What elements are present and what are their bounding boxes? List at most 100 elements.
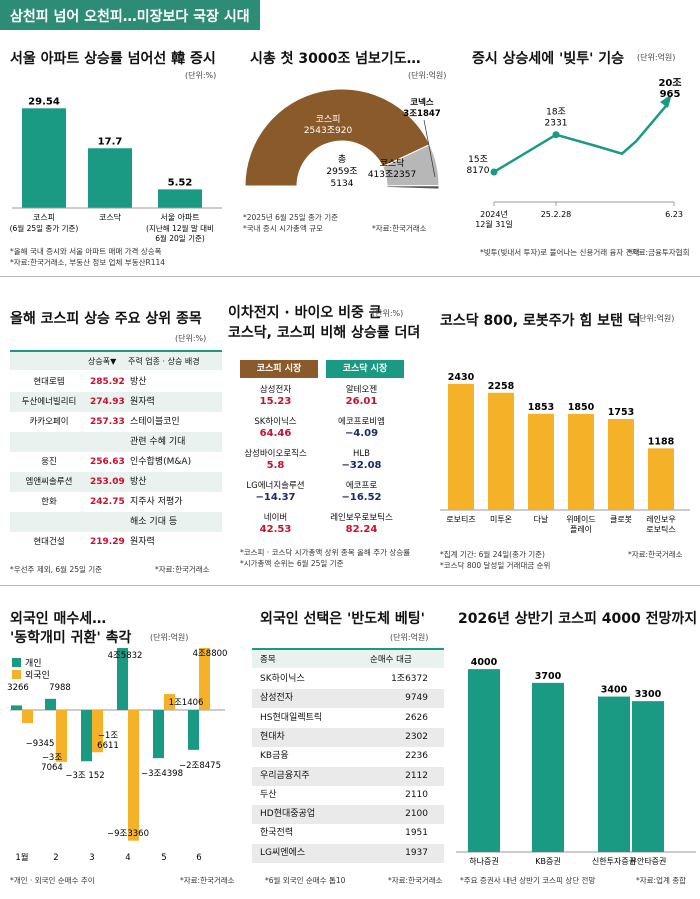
p6-bar bbox=[568, 413, 594, 510]
p4-stock-sector: 원자력 bbox=[130, 537, 155, 547]
p3-x-label: 12월 31일 bbox=[475, 219, 513, 229]
p4-stock-rise: 285.92 bbox=[90, 377, 125, 387]
p4-header-rise: 상승폭▼ bbox=[88, 357, 117, 366]
p4-table: 상승폭▼ 주력 업종 · 상승 배경 현대로템 285.92 방산 두산에너빌리티 274.… bbox=[10, 350, 222, 550]
p5-title-line1: 이차전지 · 바이오 비중 큰 bbox=[228, 305, 382, 321]
p4-stock-rise: 253.09 bbox=[90, 477, 125, 487]
p6-category-label: 위메이드 bbox=[566, 514, 595, 524]
p2-title: 시총 첫 3000조 넘보기도… bbox=[250, 51, 421, 67]
p7-individual-label: 4조5832 bbox=[108, 651, 143, 661]
p4-stock-sector: 지주사 저평가 bbox=[130, 497, 183, 507]
p5-kospi-item: 삼성바이오로직스 5.8 bbox=[244, 449, 307, 471]
p1-bar-value: 29.54 bbox=[28, 96, 60, 107]
p7-legend-label: 개인 bbox=[25, 658, 42, 669]
p7-foreign-label: 4조8800 bbox=[193, 649, 228, 659]
p1-title: 서울 아파트 상승률 넘어선 韓 증시 bbox=[10, 51, 216, 67]
p2-konex-leader bbox=[423, 119, 436, 178]
p8-table-header: 종목 순매수 대금 bbox=[252, 648, 444, 668]
p8-stock-amount: 1951 bbox=[405, 828, 428, 839]
p4-unit: (단위:%) bbox=[175, 334, 207, 343]
p4-table-header: 상승폭▼ 주력 업종 · 상승 배경 bbox=[10, 350, 222, 370]
p6-bar bbox=[448, 383, 474, 510]
table-row: 카카오페이 257.33 스테이블코인 bbox=[10, 412, 222, 432]
p5-grid: 코스피 시장 코스닥 시장 삼성전자 15.23 SK하이닉스 64.46 삼성바이오로직스… bbox=[228, 360, 428, 535]
p7-unit: (단위:억원) bbox=[150, 633, 189, 642]
p6-bar-value: 2430 bbox=[448, 372, 475, 383]
p4-stock-sector: 해소 기대 등 bbox=[130, 517, 178, 527]
table-row: 두산 2110 bbox=[252, 786, 444, 805]
p5-title-line2: 코스닥, 코스피 비해 상승률 더뎌 bbox=[228, 325, 421, 341]
p6-bar-value: 2258 bbox=[488, 381, 515, 392]
p4-stock-name: 한화 bbox=[41, 497, 57, 507]
p7-foreign-label: 1조1406 bbox=[169, 698, 204, 708]
p8-stock-amount: 2302 bbox=[405, 731, 428, 742]
p5-unit: (단위:%) bbox=[372, 309, 404, 318]
p9-bar bbox=[632, 701, 664, 852]
p7-legend-swatch-foreign bbox=[12, 670, 21, 679]
table-row: 한화 242.75 지주사 저평가 bbox=[10, 492, 222, 512]
header: 삼천피 넘어 오천피…미장보다 국장 시대 bbox=[0, 0, 700, 30]
p1-bar-value: 5.52 bbox=[168, 177, 193, 188]
p6-category-label: 미투온 bbox=[490, 515, 512, 524]
p7-bar-foreign bbox=[164, 694, 175, 710]
p7-foreign-label: −9조3360 bbox=[107, 829, 149, 839]
p3-line bbox=[493, 105, 667, 174]
p5-kospi-item: 네이버 42.53 bbox=[259, 513, 292, 535]
p3-value-label: 20조 bbox=[658, 77, 681, 89]
p7-foreign-label: −3조 bbox=[42, 753, 63, 763]
p7-legend-swatch-individual bbox=[12, 658, 21, 667]
p2-total-label: 2959조 bbox=[326, 167, 357, 177]
table-row: HS현대일렉트릭 2626 bbox=[252, 709, 444, 728]
table-row: 삼성전자 9749 bbox=[252, 689, 444, 709]
p7-bar-individual bbox=[153, 710, 164, 759]
p7-category-label: 2 bbox=[53, 853, 58, 863]
p7-individual-label: 6611 bbox=[97, 741, 119, 751]
p7-legend-label: 외국인 bbox=[25, 669, 50, 681]
p8-stock-amount: 2626 bbox=[405, 712, 428, 723]
p8-note: *6월 외국인 순매수 톱10 bbox=[265, 876, 346, 885]
p7-bar-individual bbox=[117, 648, 128, 710]
p3-value-label: 15조 bbox=[468, 155, 488, 165]
p5-kosdaq-badge: 코스닥 시장 bbox=[326, 360, 404, 378]
p1-note-1: *올해 국내 증시와 서울 아파트 매매 가격 상승폭 bbox=[10, 247, 162, 256]
p7-title-line1: 외국인 매수세… bbox=[10, 611, 107, 627]
p9-category-label: KB증권 bbox=[535, 856, 560, 866]
p4-stock-sector: 원자력 bbox=[130, 397, 155, 407]
p4-title: 올해 코스피 상승 주요 상위 종목 bbox=[10, 311, 202, 327]
p4-header-sector: 주력 업종 · 상승 배경 bbox=[128, 357, 200, 366]
p3-value-label: 2331 bbox=[545, 119, 568, 129]
p5-kosdaq-item: 알테오젠 26.01 bbox=[345, 385, 378, 407]
p8-stock-name: LG씨엔에스 bbox=[260, 847, 306, 858]
p8-stock-name: 한국전력 bbox=[260, 828, 294, 839]
p7-foreign-label: −9345 bbox=[26, 739, 55, 749]
p2-unit: (단위:억원) bbox=[408, 71, 447, 80]
p3-value-label: 8170 bbox=[467, 166, 490, 176]
p3-x-label: 2024년 bbox=[480, 209, 508, 219]
table-row: LG씨엔에스 1937 bbox=[252, 843, 444, 863]
table-row: 현대건설 219.29 원자력 bbox=[10, 532, 222, 552]
p3-x-label: 6.23 bbox=[665, 210, 683, 219]
p7-individual-label: −1조 bbox=[98, 731, 119, 741]
p9-bar bbox=[598, 696, 630, 852]
p7-category-label: 4 bbox=[125, 853, 130, 863]
p9-chart: 4000 하나증권 3700 KB증권 3400 신한투자증권 3300 유안타증권 bbox=[456, 657, 696, 866]
p7-bar-individual bbox=[81, 710, 92, 762]
p7-bar-individual bbox=[45, 698, 56, 710]
p7-category-label: 6 bbox=[196, 853, 201, 863]
p3-source: *자료:금융투자협회 bbox=[628, 248, 690, 257]
p8-stock-name: HD현대중공업 bbox=[260, 809, 316, 820]
p6-bar bbox=[528, 413, 554, 510]
p3-value-label: 965 bbox=[660, 89, 681, 100]
table-row: HD현대중공업 2100 bbox=[252, 805, 444, 825]
p8-stock-amount: 2100 bbox=[405, 809, 428, 820]
p6-bar bbox=[608, 418, 634, 510]
table-row: 한국전력 1951 bbox=[252, 824, 444, 843]
p8-header-amount: 순매수 대금 bbox=[370, 655, 412, 665]
p8-stock-name: 우리금융지주 bbox=[260, 770, 310, 781]
p6-bar-value: 1753 bbox=[608, 407, 634, 418]
p5-kospi-badge: 코스피 시장 bbox=[240, 360, 318, 378]
p8-table: 종목 순매수 대금 SK하이닉스 1조6372 삼성전자 9749 HS현대일렉트릭 2626… bbox=[252, 648, 444, 863]
